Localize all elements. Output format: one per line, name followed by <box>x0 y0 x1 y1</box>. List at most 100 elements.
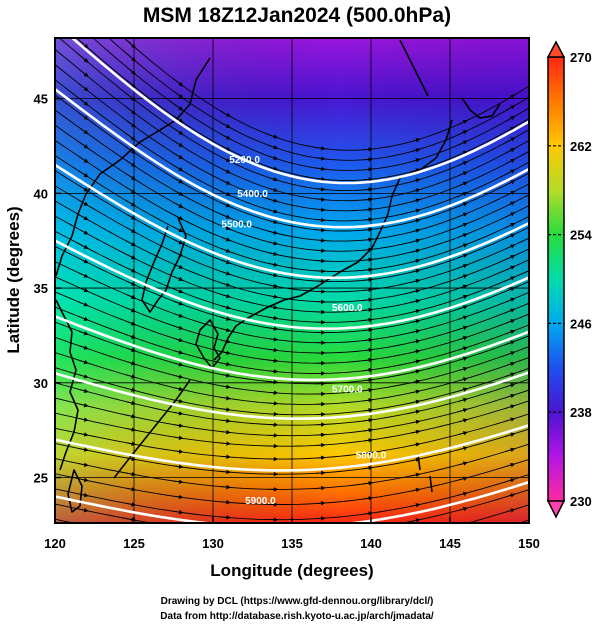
wind-arrow <box>125 173 136 181</box>
wind-arrow <box>457 140 468 146</box>
wind-arrow <box>125 320 137 326</box>
wind-arrow <box>173 435 184 441</box>
wind-arrow <box>505 493 516 498</box>
wind-arrow <box>315 186 326 192</box>
wind-arrow <box>268 294 279 299</box>
wind-arrow <box>457 243 468 249</box>
wind-arrow <box>505 417 516 422</box>
wind-arrow <box>268 358 279 363</box>
wind-arrow <box>220 156 231 163</box>
wind-arrow <box>173 177 184 184</box>
wind-arrow <box>79 11 88 20</box>
wind-arrow <box>410 198 421 203</box>
wind-arrow <box>410 359 421 364</box>
wind-arrow <box>315 197 326 202</box>
wind-arrow <box>78 243 89 249</box>
wind-arrow <box>315 455 326 461</box>
wind-arrow <box>315 207 326 212</box>
wind-arrow <box>315 258 326 264</box>
x-tick-label: 150 <box>518 536 540 551</box>
wind-arrow <box>173 423 184 428</box>
wind-arrow <box>220 515 231 520</box>
wind-arrow <box>220 202 231 208</box>
wind-arrow <box>315 176 326 182</box>
wind-arrow <box>505 137 516 144</box>
wind-arrow <box>220 500 231 505</box>
wind-arrow <box>363 277 374 283</box>
wind-arrow <box>268 390 279 395</box>
coastline-sakhalin <box>399 39 429 97</box>
wind-arrow <box>505 244 516 250</box>
contour-label: 5500.0 <box>221 219 252 230</box>
wind-arrow <box>505 308 516 314</box>
wind-arrow <box>268 369 279 374</box>
wind-arrow <box>505 147 516 154</box>
wind-arrow <box>78 301 89 307</box>
wind-arrow <box>316 548 325 549</box>
wind-arrow <box>410 238 421 243</box>
wind-arrow <box>410 248 421 254</box>
wind-arrow <box>173 464 184 469</box>
wind-arrow <box>457 212 468 218</box>
wind-arrow <box>505 383 516 388</box>
map-plot: 5200.0 5400.0 5500.0 5600.0 5700.0 5800.0 5900… <box>55 11 529 549</box>
wind-arrow <box>315 268 326 274</box>
wind-arrow <box>126 502 137 507</box>
wind-arrow <box>125 400 137 406</box>
wind-arrow <box>505 169 516 176</box>
wind-arrow <box>125 52 136 62</box>
wind-arrow <box>457 366 468 372</box>
wind-arrow <box>410 472 421 478</box>
wind-arrow <box>125 200 136 207</box>
wind-arrow <box>268 347 279 353</box>
wind-arrow <box>457 491 468 497</box>
wind-arrow <box>220 339 231 344</box>
wind-arrow <box>457 325 468 331</box>
coastline-japan <box>213 97 501 361</box>
wind-arrow <box>173 189 184 196</box>
wind-arrow <box>125 374 137 379</box>
wind-arrow <box>410 218 421 223</box>
footer-credit: Drawing by DCL (https://www.gfd-dennou.o… <box>161 596 434 607</box>
wind-arrow <box>268 326 279 331</box>
wind-arrow <box>410 309 421 314</box>
wind-arrow <box>457 161 468 167</box>
colorbar-ticks: 270 262 254 246 238 230 <box>570 50 592 509</box>
wind-arrow <box>505 462 516 468</box>
wind-arrow <box>268 401 279 406</box>
x-tick-label: 130 <box>202 536 224 551</box>
wind-arrow <box>173 239 184 245</box>
wind-arrow <box>78 97 89 106</box>
wind-arrow <box>505 276 516 282</box>
wind-arrow <box>410 429 421 435</box>
wind-arrow <box>173 374 184 379</box>
wind-arrow <box>126 441 137 446</box>
wind-arrow <box>220 248 231 253</box>
wind-arrow <box>78 359 89 365</box>
wind-arrow <box>268 219 279 225</box>
wind-arrow <box>363 407 374 413</box>
wind-arrow <box>363 377 374 383</box>
wind-arrow <box>78 257 89 264</box>
wind-arrow <box>410 339 421 344</box>
wind-arrow <box>410 379 421 384</box>
wind-arrow <box>173 127 184 135</box>
wind-arrow <box>505 180 516 186</box>
wind-arrow <box>79 539 88 541</box>
wind-arrow <box>125 79 136 88</box>
wind-arrow <box>268 315 279 321</box>
wind-arrow <box>78 492 89 498</box>
wind-arrow <box>220 133 231 140</box>
wind-arrow <box>410 288 421 294</box>
wind-arrow <box>457 294 468 300</box>
wind-arrow <box>78 228 89 235</box>
wind-arrow <box>457 387 468 392</box>
wind-arrow <box>410 369 421 374</box>
wind-arrow <box>220 225 231 231</box>
wind-arrow <box>79 25 88 33</box>
wind-arrow <box>125 39 136 49</box>
wind-arrow <box>268 379 279 385</box>
x-tick-label: 145 <box>439 536 461 551</box>
wind-arrow <box>363 528 372 529</box>
